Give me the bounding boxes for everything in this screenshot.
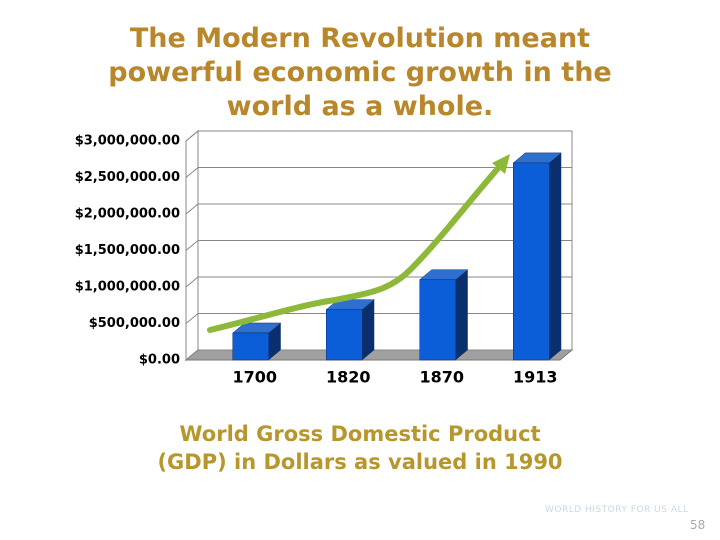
y-tick-label: $1,000,000.00 xyxy=(75,280,180,295)
trend-arrow xyxy=(207,163,503,333)
y-tick-label: $2,000,000.00 xyxy=(75,207,180,222)
y-tick-label: $0.00 xyxy=(139,353,180,368)
bars xyxy=(185,130,572,361)
y-tick-label: $500,000.00 xyxy=(89,316,180,331)
arrow-head xyxy=(492,154,510,174)
x-tick-label: 1820 xyxy=(326,368,371,387)
bar-side xyxy=(455,269,468,360)
grid-line xyxy=(185,130,572,142)
grid-line xyxy=(185,240,572,251)
bar-side xyxy=(549,152,562,360)
chart-caption: World Gross Domestic Product (GDP) in Do… xyxy=(157,422,563,474)
y-tick-label: $1,500,000.00 xyxy=(75,243,180,258)
bar xyxy=(326,309,363,361)
page-number: 58 xyxy=(690,518,706,532)
x-tick-label: 1700 xyxy=(232,368,277,387)
y-tick-label: $2,500,000.00 xyxy=(75,170,180,185)
bar-side xyxy=(268,322,281,360)
bar xyxy=(419,279,456,361)
slide-title: The Modern Revolution meant powerful eco… xyxy=(108,23,612,122)
grid-line xyxy=(185,167,572,178)
bar xyxy=(232,332,269,361)
bar-side xyxy=(362,299,375,360)
logo: WORLD HISTORY FOR US ALL xyxy=(545,505,689,515)
y-tick-label: $3,000,000.00 xyxy=(75,134,180,149)
grid-line xyxy=(185,203,572,215)
bar xyxy=(513,162,550,361)
x-tick-label: 1913 xyxy=(513,368,558,387)
x-tick-label: 1870 xyxy=(419,368,464,387)
